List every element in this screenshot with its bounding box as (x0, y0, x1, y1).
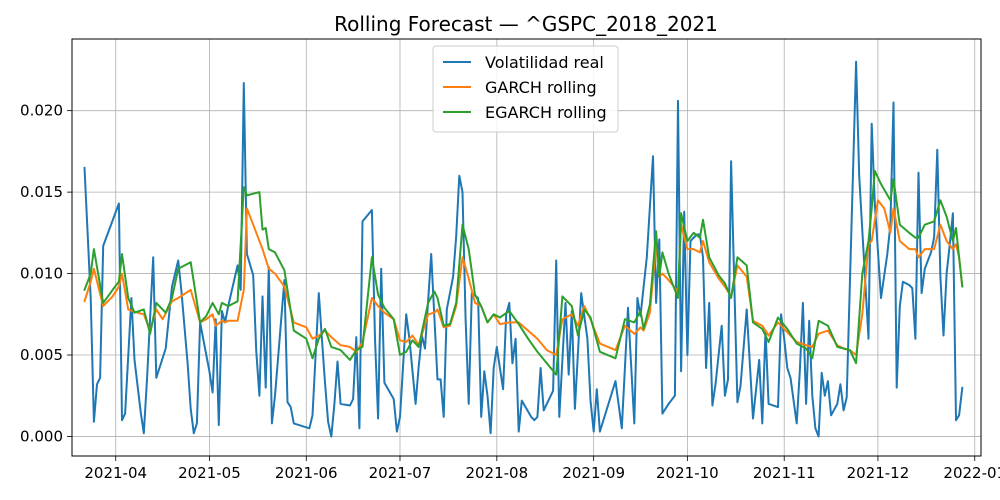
x-tick-label: 2021-08 (465, 464, 528, 482)
legend-box (432, 45, 619, 133)
series-lines (83, 60, 964, 438)
y-tick-label: 0.020 (20, 102, 63, 120)
legend: Volatilidad real GARCH rolling EGARCH roll… (432, 45, 619, 133)
legend-label: Volatilidad real (485, 53, 604, 72)
chart-title: Rolling Forecast — ^GSPC_2018_2021 (334, 12, 718, 36)
x-tick-label: 2021-12 (847, 464, 910, 482)
legend-label: GARCH rolling (485, 78, 597, 97)
x-tick-label: 2021-07 (369, 464, 432, 482)
x-tick-label: 2021-06 (275, 464, 338, 482)
x-tick-label: 2021-10 (656, 464, 719, 482)
axes-frame (71, 38, 982, 457)
series-line-egarch-rolling (83, 169, 964, 376)
axes: 2021-04 2021-05 2021-06 2021-07 2021-08 2021-… (20, 38, 1000, 482)
y-tick-label: 0.000 (20, 427, 63, 445)
y-tick-label: 0.010 (20, 265, 63, 283)
x-tick-label: 2021-11 (753, 464, 816, 482)
x-tick-label: 2021-09 (562, 464, 625, 482)
series-line-volatilidad-real (83, 60, 964, 438)
legend-label: EGARCH rolling (485, 103, 607, 122)
x-tick-label: 2021-05 (178, 464, 241, 482)
x-tick-label: 2022-01 (943, 464, 1000, 482)
y-tick-label: 0.015 (20, 183, 63, 201)
y-tick-label: 0.005 (20, 346, 63, 364)
x-tick-label: 2021-04 (84, 464, 147, 482)
